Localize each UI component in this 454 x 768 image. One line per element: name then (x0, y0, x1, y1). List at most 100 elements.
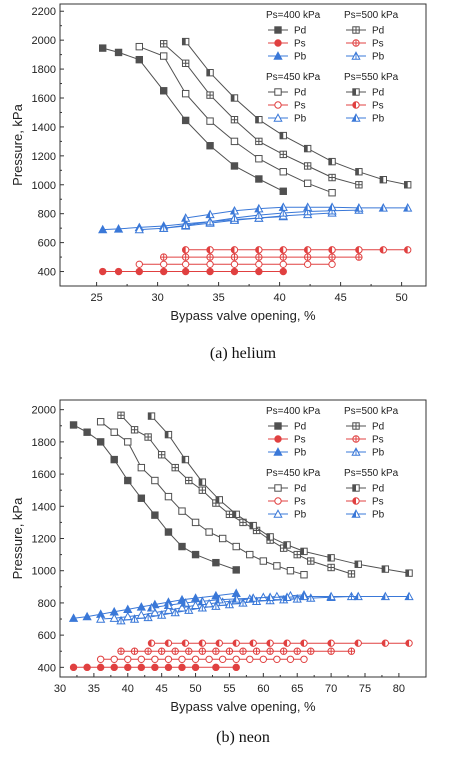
helium-point-Pb-g3-half (279, 203, 284, 211)
helium-point-Pd-g3-half (355, 168, 359, 175)
helium-point-Pd-g1-shape (328, 189, 336, 197)
helium-plot-frame (59, 3, 427, 287)
helium-point-Ps-g0 (160, 267, 168, 276)
helium-point-Ps-g3 (328, 246, 336, 254)
neon-point-Ps-g2-cross (348, 648, 355, 655)
neon-point-Ps-g0 (164, 663, 173, 672)
neon-point-Ps-g3-half (216, 639, 220, 647)
neon-point-Ps-g1-shape (164, 655, 173, 663)
helium-point-Pd-g1 (303, 179, 312, 188)
helium-legend-marker (352, 39, 360, 47)
neon-point-Pd-g3 (327, 554, 335, 562)
neon-point-Ps-g3-half (355, 639, 359, 647)
neon-point-Ps-g3-half (382, 639, 386, 647)
helium-point-Pb-g3-half (303, 203, 308, 211)
helium-point-Ps-g0 (255, 267, 263, 276)
neon-legend-label: Ps (372, 497, 384, 508)
helium-point-Pd-g2-cross (160, 40, 167, 47)
neon-point-Pd-g0 (191, 550, 200, 559)
neon-point-Pd-g2-cross (185, 477, 192, 484)
neon-point-Pb-g1 (109, 613, 119, 622)
helium-point-Ps-g2 (206, 253, 214, 261)
helium-point-Ps-g0-shape (255, 267, 263, 276)
neon-point-Pb-g2 (116, 615, 126, 625)
neon-point-Pd-g0-shape (191, 550, 200, 559)
neon-point-Pd-g1 (191, 518, 200, 527)
neon-point-Pb-g2 (184, 605, 194, 614)
neon-ytick-label: 400 (38, 662, 56, 674)
neon-point-Pd-g2-cross (348, 570, 355, 578)
helium-series-Pb-g3-line (185, 206, 408, 219)
helium-point-Ps-g1-shape (279, 260, 287, 269)
helium-point-Pb-g3 (403, 203, 413, 212)
neon-point-Pd-g2-cross (294, 551, 301, 558)
helium-point-Pd-g3-half (380, 176, 384, 183)
neon-xtick-label: 30 (54, 683, 66, 695)
helium-legend-label: Pb (294, 52, 307, 63)
neon-legend-group-title: Ps=400 kPa (266, 406, 321, 417)
neon-point-Ps-g2 (252, 647, 261, 655)
helium-point-Pd-g1-shape (206, 117, 214, 125)
neon-point-Pd-g2 (130, 426, 139, 434)
helium-legend-marker (274, 26, 282, 34)
neon-point-Pb-g0-shape (136, 602, 146, 611)
helium-point-Pd-g3-half (206, 69, 211, 76)
neon-point-Ps-g2-cross (185, 648, 192, 655)
helium-point-Ps-g3-half (328, 246, 333, 254)
neon-point-Ps-g1 (218, 655, 227, 663)
helium-point-Pd-g2 (160, 40, 168, 48)
helium-point-Pb-g3-half (328, 203, 333, 211)
neon-point-Ps-g0-shape (232, 663, 240, 672)
neon-point-Ps-g2-cross (253, 648, 260, 655)
neon-point-Ps-g0-shape (178, 663, 186, 672)
helium-point-Ps-g2 (355, 253, 363, 261)
helium-legend-group-title: Ps=500 kPa (344, 10, 399, 21)
neon-point-Ps-g2-cross (199, 648, 206, 655)
neon-point-Ps-g0-shape (212, 663, 220, 672)
neon-point-Pd-g2 (185, 476, 193, 485)
helium-point-Pd-g3 (255, 115, 263, 124)
neon-ytick-label: 2000 (32, 405, 56, 417)
neon-point-Ps-g0-shape (96, 663, 105, 672)
neon-point-Pd-g0-shape (124, 476, 132, 485)
helium-point-Pd-g2 (181, 59, 190, 67)
neon-legend-marker (351, 509, 361, 518)
neon-point-Ps-g0-shape (69, 663, 78, 672)
neon-point-Pd-g0-shape (178, 542, 186, 551)
neon-point-Ps-g2-cross (266, 648, 274, 655)
neon-point-Ps-g0 (151, 663, 159, 672)
neon-legend-marker-cross (352, 435, 360, 443)
helium-point-Ps-g2-cross (255, 253, 263, 261)
helium-point-Ps-g3-half (231, 246, 235, 254)
neon-point-Pd-g1-shape (205, 528, 213, 536)
helium-point-Ps-g3 (206, 246, 214, 254)
neon-series-Pd-g0-line (73, 424, 237, 571)
neon-legend-marker-half (352, 484, 356, 492)
neon-point-Pd-g2-cross (117, 412, 125, 419)
neon-point-Pb-g0-shape (68, 613, 79, 622)
helium-point-Pd-g0 (114, 48, 123, 57)
neon-point-Pd-g0 (178, 542, 186, 551)
neon-point-Ps-g3 (354, 639, 362, 647)
neon-ytick-label: 1600 (32, 469, 56, 481)
neon-legend-marker-shape (274, 435, 282, 443)
neon-point-Ps-g1-shape (246, 655, 254, 663)
helium-legend-label: Ps (372, 39, 384, 50)
neon-point-Pd-g1 (205, 528, 213, 536)
helium-legend-marker-half (352, 114, 356, 122)
helium-legend-label: Pd (372, 26, 384, 37)
neon-point-Ps-g1-shape (218, 655, 227, 663)
neon-legend-marker (274, 435, 282, 443)
neon-point-Ps-g1 (286, 655, 295, 663)
neon-legend-label: Pd (372, 484, 384, 495)
helium-point-Ps-g2 (160, 253, 168, 261)
helium-point-Pb-g0 (113, 224, 124, 233)
neon-point-Pd-g3 (232, 510, 240, 519)
neon-point-Pd-g2 (157, 451, 166, 459)
neon-point-Pd-g1 (300, 571, 308, 579)
neon-point-Ps-g3 (249, 639, 257, 647)
helium-point-Pd-g2-cross (355, 181, 363, 188)
helium-point-Pb-g2 (205, 216, 215, 226)
neon-point-Pd-g0 (151, 511, 159, 519)
neon-legend-label: Pd (294, 484, 306, 495)
